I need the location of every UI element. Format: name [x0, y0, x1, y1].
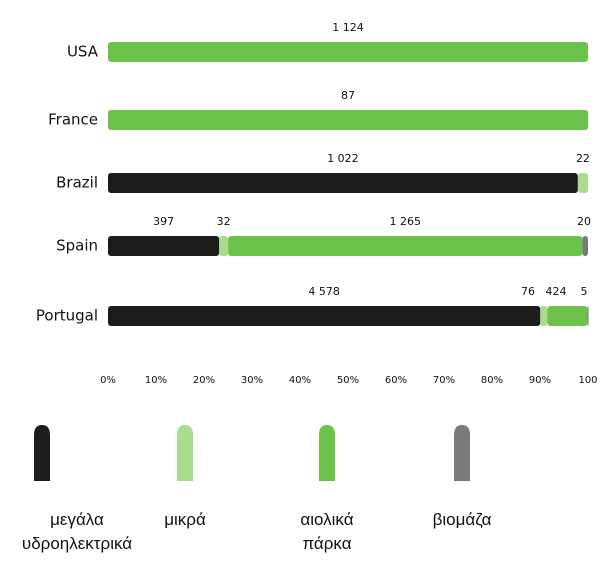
x-tick-label: 100: [578, 375, 597, 386]
legend-label: μεγάλα υδροηλεκτρικά: [21, 510, 133, 553]
value-label: 424: [546, 285, 567, 298]
bar-segment: [587, 306, 589, 326]
value-label: 32: [217, 215, 231, 228]
value-label: 4 578: [308, 285, 340, 298]
bar-segment: [108, 42, 588, 62]
x-tick-label: 70%: [433, 375, 455, 386]
category-label: USA: [67, 43, 99, 61]
bar-segment: [108, 306, 541, 326]
value-label: 1 022: [327, 152, 359, 165]
bar-segment: [577, 173, 588, 193]
legend-swatch: [454, 425, 470, 481]
legend-swatch-shape: [454, 425, 470, 481]
x-tick-label: 0%: [100, 375, 116, 386]
category-label: Spain: [56, 237, 98, 255]
category-label: Brazil: [56, 174, 98, 192]
bar-segment: [228, 236, 583, 256]
chart: 0% 10% 20% 30% 40% 50% 60% 70% 80% 90% 100 USA 1 124…: [36, 21, 598, 386]
x-tick-label: 80%: [481, 375, 503, 386]
legend-label: αιολικά πάρκα: [300, 510, 354, 553]
x-tick-label: 40%: [289, 375, 311, 386]
category-label: Portugal: [36, 307, 98, 325]
value-label: 76: [521, 285, 535, 298]
bar-segment: [219, 236, 229, 256]
x-tick-label: 60%: [385, 375, 407, 386]
x-tick-label: 20%: [193, 375, 215, 386]
legend-swatch-shape: [177, 425, 193, 481]
legend-swatch: [319, 425, 335, 481]
value-label: 20: [577, 215, 591, 228]
bar-segment: [108, 236, 220, 256]
legend-label: μικρά: [164, 510, 206, 529]
legend-swatch-shape: [319, 425, 335, 481]
x-tick-label: 90%: [529, 375, 551, 386]
value-label: 397: [153, 215, 174, 228]
legend-swatch-shape: [34, 425, 50, 481]
category-label: France: [48, 111, 98, 129]
bar-segment: [108, 173, 578, 193]
value-label: 1 124: [332, 21, 364, 34]
value-label: 87: [341, 89, 355, 102]
legend-swatch: [177, 425, 193, 481]
bar-segment: [547, 306, 588, 326]
value-label: 1 265: [390, 215, 422, 228]
value-label: 22: [576, 152, 590, 165]
bar-segment: [582, 236, 588, 256]
legend-label: βιομάζα: [432, 510, 492, 529]
value-label: 5: [581, 285, 588, 298]
bar-segment: [540, 306, 548, 326]
bar-segment: [108, 110, 588, 130]
x-tick-label: 50%: [337, 375, 359, 386]
x-tick-label: 10%: [145, 375, 167, 386]
legend-swatch: [34, 425, 50, 481]
x-tick-label: 30%: [241, 375, 263, 386]
